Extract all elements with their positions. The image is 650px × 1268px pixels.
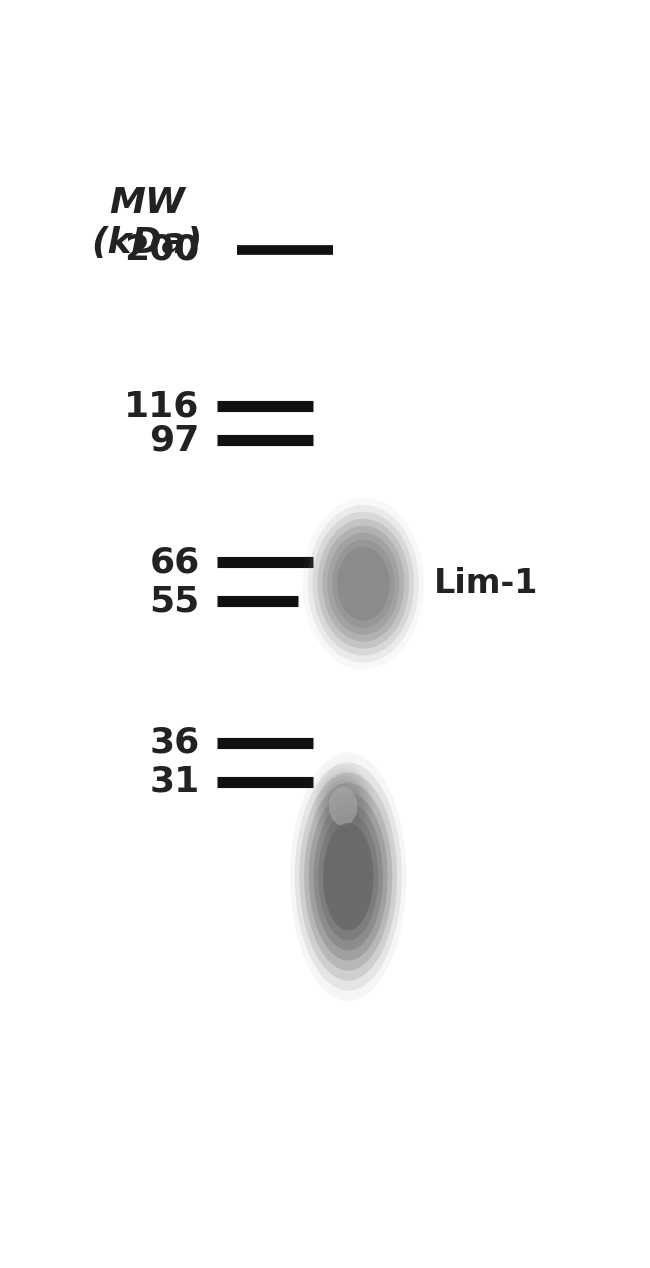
- Ellipse shape: [303, 498, 424, 670]
- Text: 200: 200: [124, 233, 200, 266]
- Ellipse shape: [323, 823, 373, 931]
- Text: 36: 36: [150, 725, 200, 760]
- Ellipse shape: [309, 792, 387, 961]
- Text: MW
(kDa): MW (kDa): [91, 186, 202, 260]
- Ellipse shape: [326, 784, 360, 829]
- Ellipse shape: [313, 765, 373, 848]
- Text: 66: 66: [150, 545, 200, 579]
- Ellipse shape: [300, 772, 397, 980]
- Ellipse shape: [337, 547, 389, 621]
- Text: 55: 55: [150, 585, 200, 619]
- Ellipse shape: [332, 540, 395, 628]
- Ellipse shape: [321, 776, 365, 837]
- Ellipse shape: [316, 768, 370, 844]
- Ellipse shape: [313, 803, 383, 951]
- Ellipse shape: [317, 519, 410, 649]
- Ellipse shape: [322, 526, 404, 642]
- Ellipse shape: [328, 533, 399, 635]
- Ellipse shape: [307, 505, 419, 663]
- Ellipse shape: [294, 762, 402, 990]
- Ellipse shape: [304, 782, 393, 970]
- Ellipse shape: [313, 512, 414, 656]
- Ellipse shape: [324, 780, 363, 833]
- Ellipse shape: [290, 752, 406, 1000]
- Ellipse shape: [318, 813, 378, 941]
- Text: Lim-1: Lim-1: [434, 567, 538, 600]
- Text: 97: 97: [150, 424, 200, 458]
- Text: 116: 116: [124, 389, 200, 424]
- Text: 31: 31: [150, 765, 200, 799]
- Ellipse shape: [329, 786, 358, 825]
- Ellipse shape: [318, 772, 368, 841]
